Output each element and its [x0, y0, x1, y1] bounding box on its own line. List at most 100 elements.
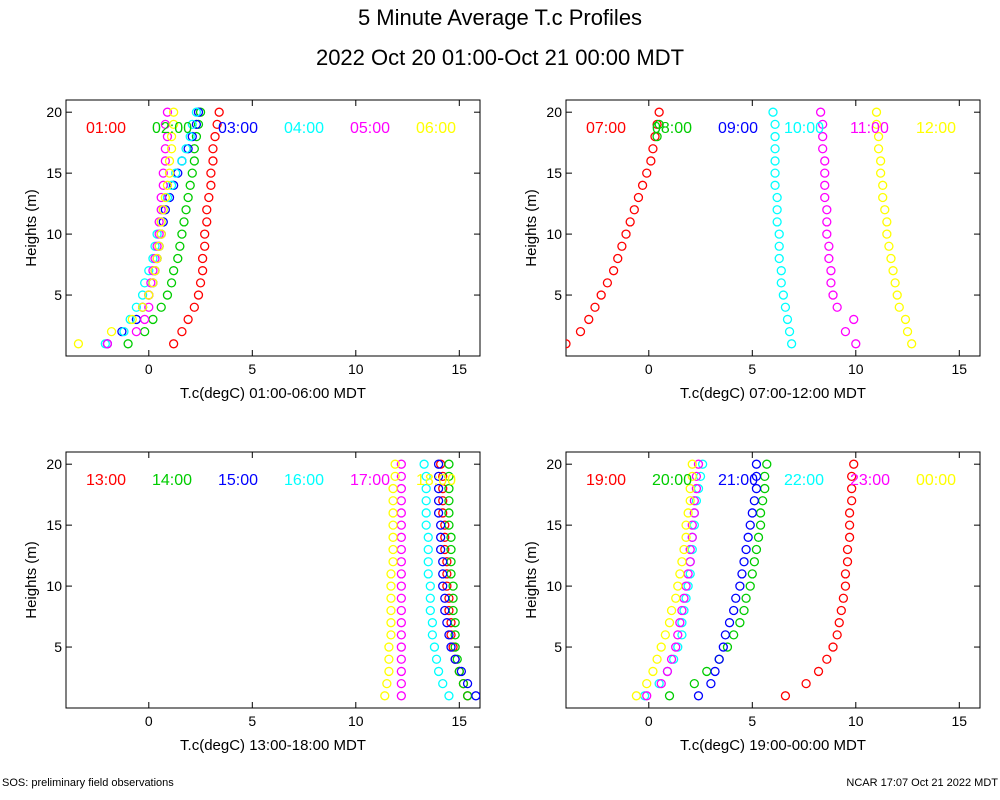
- data-point: [390, 471, 400, 482]
- data-point: [396, 520, 406, 530]
- data-point: [396, 557, 406, 567]
- series-0600: [73, 107, 179, 349]
- data-point: [875, 156, 886, 166]
- data-point: [677, 630, 687, 640]
- y-tick-label: 5: [554, 287, 562, 303]
- data-point: [836, 605, 846, 616]
- data-point: [683, 508, 693, 518]
- data-point: [772, 205, 782, 215]
- data-point: [458, 678, 469, 689]
- data-point: [671, 642, 681, 652]
- data-point: [386, 593, 396, 603]
- data-point: [697, 459, 708, 469]
- data-point: [890, 278, 900, 288]
- series-1900: [780, 459, 859, 701]
- data-point: [102, 339, 113, 349]
- data-point: [687, 471, 697, 482]
- series-0800: [652, 119, 664, 142]
- data-point: [751, 471, 762, 482]
- data-point: [396, 605, 406, 616]
- data-point: [621, 229, 631, 239]
- data-point: [820, 168, 830, 178]
- series-1000: [768, 107, 797, 349]
- data-point: [840, 569, 851, 579]
- y-axis-label: Heights (m): [23, 541, 40, 619]
- data-point: [382, 678, 392, 689]
- data-point: [433, 483, 444, 494]
- data-point: [444, 593, 454, 603]
- data-point: [871, 107, 882, 117]
- data-point: [677, 557, 687, 567]
- data-point: [380, 691, 390, 701]
- data-point: [902, 326, 913, 337]
- data-point: [127, 314, 137, 325]
- data-point: [162, 180, 173, 190]
- data-point: [660, 630, 671, 640]
- x-axis-label: T.c(degC) 19:00-00:00 MDT: [680, 737, 866, 754]
- data-point: [706, 678, 716, 689]
- data-point: [436, 544, 446, 555]
- data-point: [168, 119, 179, 130]
- series-0300: [102, 107, 204, 349]
- data-point: [152, 253, 162, 264]
- data-point: [737, 569, 747, 579]
- data-point: [396, 666, 406, 677]
- data-point: [438, 581, 448, 591]
- data-point: [818, 131, 828, 142]
- data-point: [442, 557, 452, 567]
- data-point: [691, 483, 702, 494]
- footer-timestamp: NCAR 17:07 Oct 21 2022 MDT: [846, 777, 998, 789]
- data-point: [148, 278, 158, 288]
- data-point: [818, 119, 828, 130]
- y-tick-label: 15: [546, 165, 562, 181]
- x-tick-label: 15: [952, 713, 968, 729]
- data-point: [774, 253, 784, 264]
- legend-label: 18:00: [416, 472, 456, 489]
- data-point: [177, 326, 187, 337]
- data-point: [760, 471, 770, 482]
- data-point: [770, 156, 780, 166]
- data-point: [685, 496, 695, 506]
- data-point: [137, 290, 148, 300]
- data-point: [673, 630, 683, 640]
- data-point: [584, 314, 594, 325]
- data-point: [148, 314, 158, 325]
- data-point: [755, 520, 766, 530]
- data-point: [714, 654, 724, 664]
- plot-frame: [565, 99, 981, 357]
- data-point: [131, 326, 142, 337]
- series-0400: [100, 107, 202, 349]
- y-tick-label: 15: [46, 165, 62, 181]
- data-point: [166, 131, 177, 142]
- data-point: [144, 290, 154, 300]
- plot-frame: [65, 99, 481, 357]
- x-tick-label: 15: [952, 361, 968, 377]
- plot-panel-1: 0 5 10 15 5 10 15 20 T.c(degC) 01:00-06:00 MDT He…: [23, 99, 481, 402]
- data-point: [396, 569, 406, 579]
- data-point: [743, 532, 753, 542]
- data-point: [187, 119, 197, 130]
- data-point: [818, 144, 828, 154]
- data-point: [774, 241, 784, 251]
- data-point: [396, 459, 406, 469]
- x-tick-label: 0: [145, 361, 153, 377]
- data-point: [770, 119, 780, 130]
- plot-panel-3: 0 5 10 15 5 10 15 20 T.c(degC) 13:00-18:00 MDT He…: [23, 451, 481, 754]
- data-point: [664, 691, 675, 701]
- legend-label: 13:00: [86, 472, 126, 489]
- data-point: [824, 253, 834, 264]
- y-axis-label: Heights (m): [523, 541, 540, 619]
- data-point: [433, 508, 444, 518]
- data-point: [747, 569, 757, 579]
- data-point: [770, 144, 780, 154]
- chart-subtitle: 2022 Oct 20 01:00-Oct 21 00:00 MDT: [315, 45, 685, 70]
- data-point: [448, 581, 458, 591]
- data-point: [847, 471, 857, 482]
- data-point: [140, 326, 150, 337]
- data-point: [185, 180, 195, 190]
- data-point: [687, 532, 697, 542]
- data-point: [166, 278, 177, 288]
- data-point: [156, 229, 166, 239]
- data-point: [200, 229, 210, 239]
- data-point: [189, 156, 199, 166]
